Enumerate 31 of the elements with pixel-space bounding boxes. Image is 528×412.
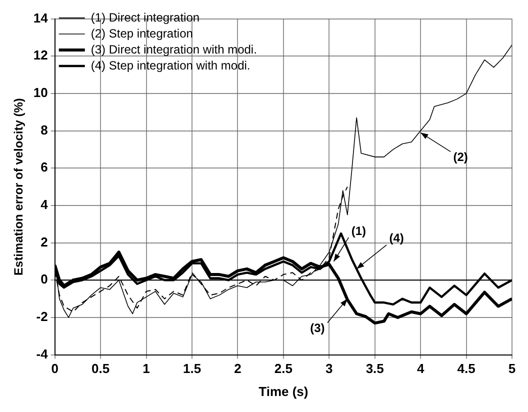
y-tick-label: 0: [40, 272, 48, 287]
legend-label: (1) Direct integration: [90, 10, 200, 24]
legend-label: (4) Step integration with modi.: [90, 58, 250, 72]
x-tick-label: 1.5: [182, 361, 202, 376]
y-tick-label: -2: [36, 309, 48, 324]
x-tick-label: 0: [51, 361, 58, 376]
x-tick-label: 4: [416, 361, 425, 376]
x-axis-title: Time (s): [258, 384, 308, 399]
x-tick-label: 3.5: [366, 361, 384, 376]
annotation: (1): [351, 224, 366, 238]
y-tick-label: 6: [40, 160, 48, 175]
y-tick-label: 10: [33, 85, 48, 100]
y-axis-title: Estimation error of velocity (%): [12, 98, 26, 276]
x-tick-label: 4.5: [457, 361, 476, 376]
y-tick-label: -4: [36, 346, 49, 362]
y-tick-label: 8: [40, 122, 48, 138]
legend-label: (3) Direct integration with modi.: [90, 42, 257, 56]
y-tick-label: 12: [33, 48, 48, 63]
y-tick-label: 4: [40, 197, 49, 212]
x-tick-label: 2.5: [274, 361, 292, 376]
x-tick-label: 5: [508, 361, 516, 376]
y-tick-label: 14: [33, 10, 49, 26]
x-tick-label: 3: [326, 361, 333, 376]
y-tick-label: 2: [40, 234, 48, 250]
annotation: (2): [453, 150, 468, 164]
legend-label: (2) Step integration: [90, 26, 193, 40]
annotation: (3): [310, 321, 325, 336]
x-tick-label: 2: [234, 361, 242, 376]
x-tick-label: 1: [142, 361, 150, 376]
x-tick-label: 0.5: [92, 361, 110, 376]
annotation: (4): [389, 231, 404, 246]
